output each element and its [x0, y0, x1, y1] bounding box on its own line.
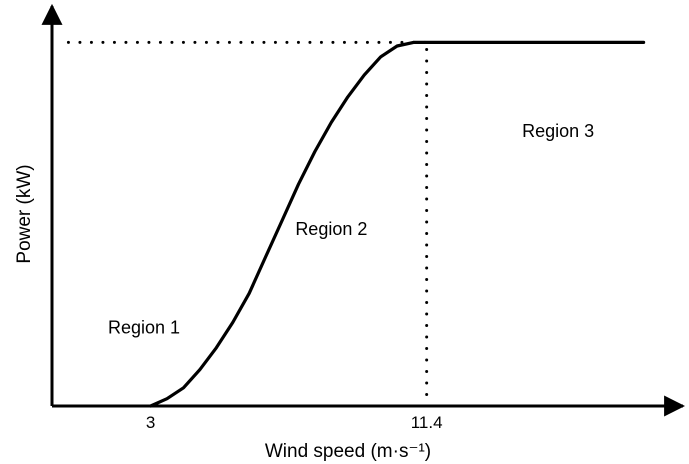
- axes: [41, 3, 686, 417]
- power-curve-line: [149, 40, 646, 408]
- region-annotation: Region 2: [295, 219, 367, 239]
- region-annotations: Region 1 Region 2 Region 3: [108, 121, 594, 337]
- reference-lines: [66, 40, 429, 408]
- x-axis-title: Wind speed (m·s⁻¹): [265, 441, 431, 462]
- x-tick-label: 3: [146, 413, 155, 432]
- region-annotation: Region 1: [108, 317, 180, 337]
- y-axis-title: Power (kW): [14, 164, 35, 263]
- x-tick-labels: 3 11.4: [146, 413, 443, 432]
- x-tick-label: 11.4: [411, 413, 443, 432]
- series-layer: [149, 40, 646, 408]
- region-annotation: Region 3: [522, 121, 594, 141]
